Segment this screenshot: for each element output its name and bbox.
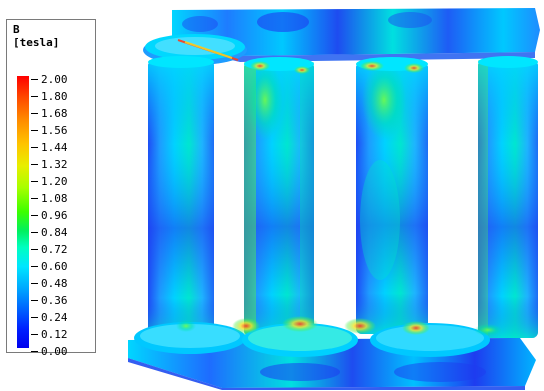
legend-tick bbox=[31, 79, 38, 80]
legend-tick bbox=[31, 300, 38, 301]
legend-tick-label: 1.80 bbox=[41, 90, 68, 103]
legend-unit: [tesla] bbox=[13, 36, 60, 49]
legend-tick-label: 2.00 bbox=[41, 73, 68, 86]
top-yoke bbox=[172, 8, 540, 62]
legend-tick-label: 1.56 bbox=[41, 124, 68, 137]
legend-tick-label: 0.48 bbox=[41, 277, 68, 290]
core-leg-3 bbox=[356, 57, 428, 334]
legend-tick bbox=[31, 317, 38, 318]
legend-tick bbox=[31, 198, 38, 199]
legend-tick bbox=[31, 96, 38, 97]
bottom-disks bbox=[134, 322, 490, 357]
top-joint-hotspots bbox=[250, 61, 424, 74]
legend-tick bbox=[31, 334, 38, 335]
legend-tick bbox=[31, 266, 38, 267]
core-leg-2 bbox=[244, 57, 314, 336]
legend-tick-label: 1.68 bbox=[41, 107, 68, 120]
legend-tick-label: 0.12 bbox=[41, 328, 68, 341]
legend-tick-label: 1.08 bbox=[41, 192, 68, 205]
top-left-disk bbox=[143, 34, 247, 65]
legend-tick bbox=[31, 283, 38, 284]
legend-tick-label: 0.00 bbox=[41, 345, 68, 358]
legend-tick bbox=[31, 215, 38, 216]
legend-tick bbox=[31, 113, 38, 114]
legend-tick bbox=[31, 130, 38, 131]
legend-tick bbox=[31, 147, 38, 148]
legend-tick-label: 1.32 bbox=[41, 158, 68, 171]
legend-tick bbox=[31, 351, 38, 352]
legend-tick bbox=[31, 232, 38, 233]
legend-tick-label: 0.24 bbox=[41, 311, 68, 324]
legend-tick bbox=[31, 249, 38, 250]
legend-tick-label: 0.36 bbox=[41, 294, 68, 307]
core-leg-4 bbox=[478, 56, 538, 338]
legend-tick bbox=[31, 164, 38, 165]
legend-tick-label: 1.44 bbox=[41, 141, 68, 154]
legend-tick-label: 0.96 bbox=[41, 209, 68, 222]
legend-title: B bbox=[13, 23, 20, 36]
legend-colorbar bbox=[17, 76, 29, 348]
core-leg-1 bbox=[148, 56, 214, 340]
legend-tick-label: 0.72 bbox=[41, 243, 68, 256]
field-legend: B [tesla] 2.00 1.80 1.68 1.56 1.44 1.32 1.20 1.… bbox=[6, 19, 96, 357]
legend-tick bbox=[31, 181, 38, 182]
legend-tick-label: 0.84 bbox=[41, 226, 68, 239]
legend-tick-label: 1.20 bbox=[41, 175, 68, 188]
bottom-joint-hotspots bbox=[176, 316, 502, 336]
legend-tick-label: 0.60 bbox=[41, 260, 68, 273]
